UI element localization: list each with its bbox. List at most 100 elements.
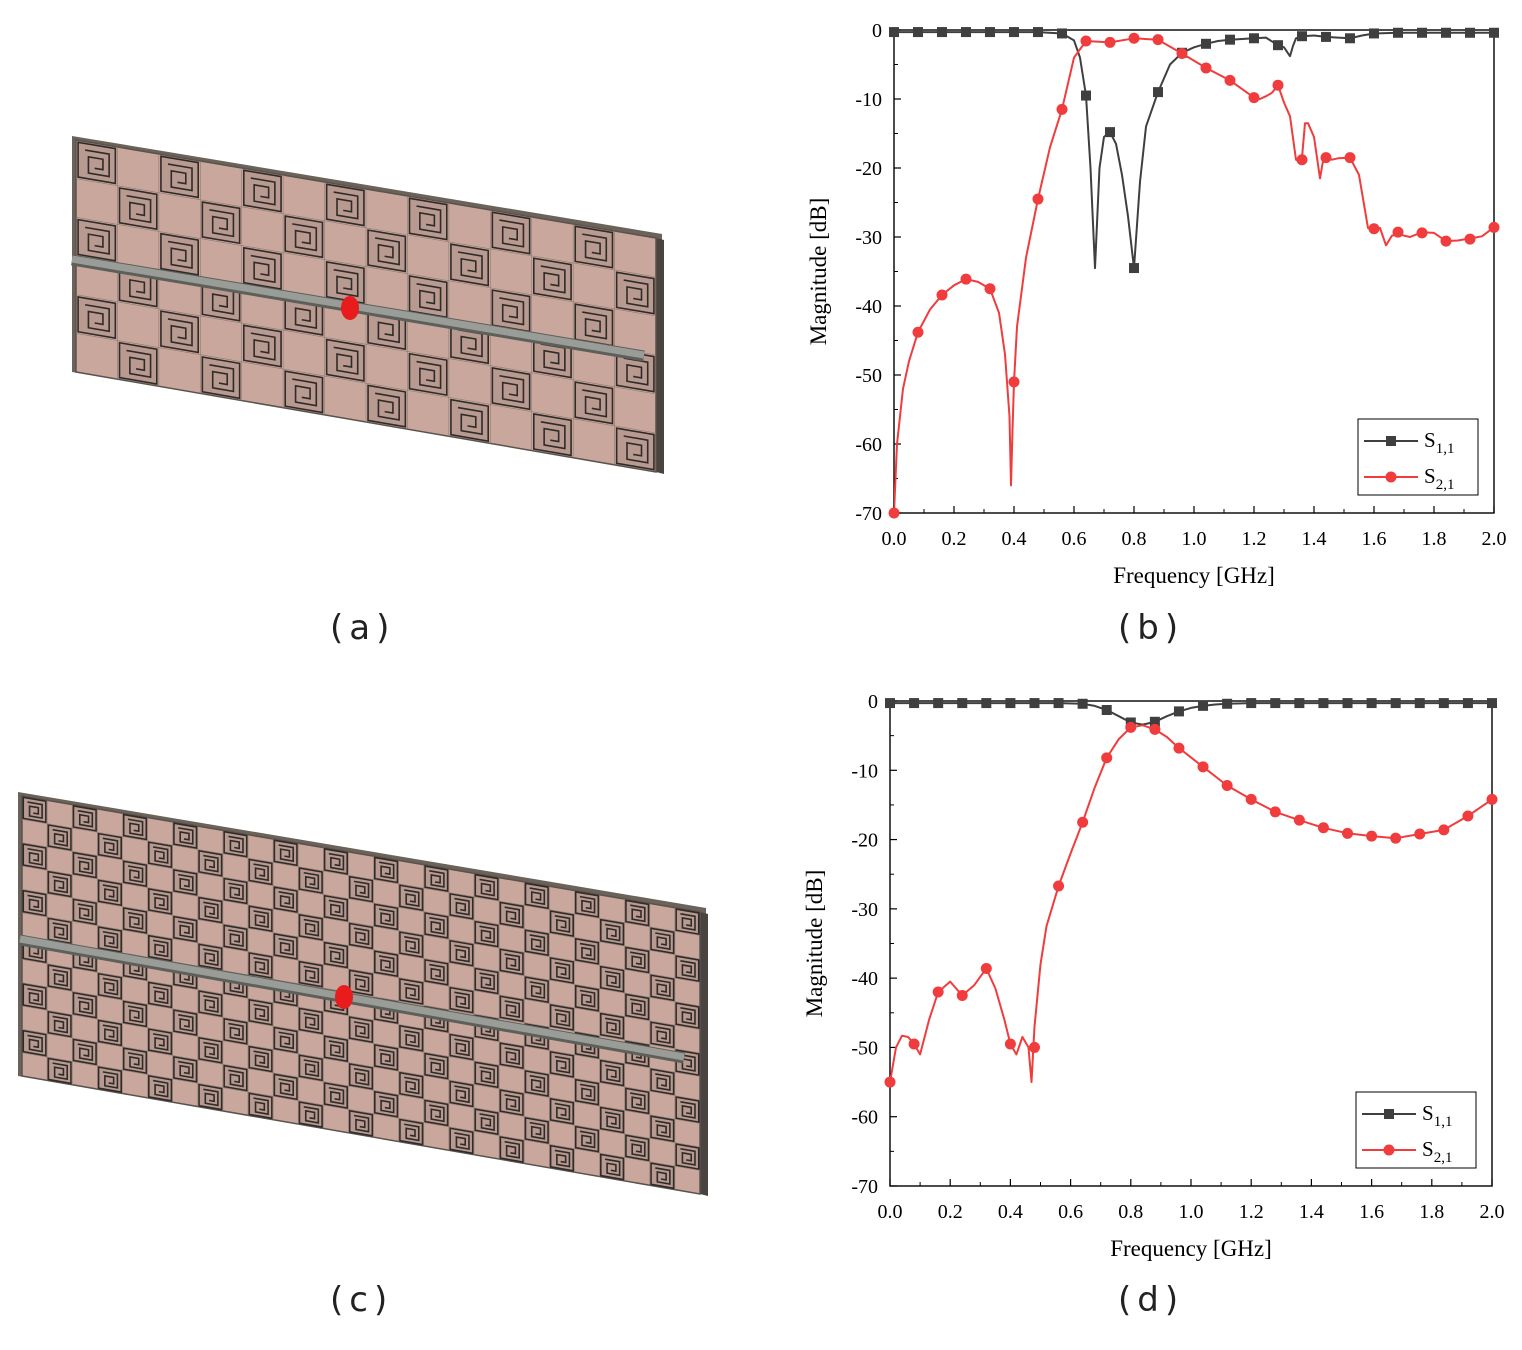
spiral-unit-cell [72, 991, 97, 1019]
series-line-s11 [890, 702, 1492, 726]
spiral-unit-cell [650, 1115, 675, 1143]
antenna-board-c [18, 792, 708, 1196]
marker-s21 [1152, 34, 1164, 46]
y-tick-label: -30 [855, 227, 882, 249]
spiral-unit-cell [450, 398, 490, 443]
spiral-unit-cell [625, 1087, 650, 1115]
spiral-unit-cell [374, 950, 399, 978]
spiral-unit-cell [650, 1021, 675, 1049]
spiral-unit-cell [148, 981, 173, 1009]
spiral-unit-cell [325, 260, 365, 305]
spiral-unit-cell [198, 990, 223, 1017]
marker-s11 [885, 698, 895, 709]
spiral-unit-cell [532, 412, 572, 457]
panel-label-a: (a) [330, 608, 396, 648]
spiral-unit-cell [424, 912, 449, 939]
marker-s11 [1342, 698, 1353, 709]
x-tick-label: 1.2 [1242, 528, 1267, 550]
spiral-unit-cell [242, 324, 282, 368]
marker-s11 [1201, 38, 1211, 49]
x-tick-label: 0.8 [1118, 1201, 1143, 1223]
spiral-unit-cell [72, 898, 97, 926]
spiral-unit-cell [408, 352, 448, 397]
spiral-unit-cell [449, 892, 474, 920]
marker-s21 [960, 273, 972, 285]
spiral-unit-cell [524, 976, 549, 1004]
board-side [700, 912, 708, 1196]
spiral-unit-cell [474, 920, 499, 948]
marker-s21 [1390, 832, 1402, 844]
spiral-unit-cell [47, 964, 72, 991]
marker-s11 [1393, 27, 1403, 38]
marker-s11 [1366, 698, 1377, 709]
spiral-unit-cell [408, 275, 448, 319]
spiral-unit-cell [201, 201, 241, 245]
spiral-unit-cell [491, 289, 531, 333]
spiral-unit-cell [72, 805, 97, 832]
marker-s11 [1009, 27, 1019, 38]
marker-s21 [908, 1038, 920, 1050]
marker-s21 [1032, 193, 1044, 205]
marker-s21 [1176, 47, 1188, 59]
legend: S1,1S2,1 [1357, 418, 1479, 496]
spiral-unit-cell [47, 917, 72, 945]
spiral-unit-cell [449, 1033, 474, 1061]
spiral-unit-cell [284, 370, 324, 414]
marker-s11 [909, 698, 920, 709]
marker-s21 [1416, 227, 1428, 239]
spiral-unit-cell [223, 1064, 248, 1092]
spiral-unit-cell [499, 948, 524, 976]
spiral-unit-cell [399, 978, 424, 1005]
x-tick-label: 0.4 [998, 1201, 1023, 1223]
panel-label-c: (c) [330, 1280, 394, 1320]
spiral-unit-cell [374, 856, 399, 884]
spiral-unit-cell [424, 958, 449, 986]
spiral-unit-cell [273, 932, 298, 960]
spiral-unit-cell [574, 890, 600, 918]
spiral-unit-cell [223, 924, 248, 952]
spiral-unit-cell [374, 1090, 399, 1118]
y-tick-label: -50 [855, 365, 882, 387]
marker-s11 [1149, 716, 1160, 727]
spiral-unit-cell [474, 1108, 499, 1136]
marker-s11 [1105, 127, 1115, 138]
spiral-unit-cell [298, 1007, 323, 1035]
marker-s21 [1101, 752, 1113, 764]
spiral-unit-cell [374, 1043, 399, 1071]
spiral-unit-cell [424, 1099, 449, 1127]
marker-s21 [1128, 32, 1140, 44]
spiral-unit-cell [273, 839, 298, 867]
spiral-unit-cell [47, 870, 72, 898]
spiral-unit-cell [499, 901, 524, 929]
spiral-unit-cell [600, 965, 625, 993]
marker-s11 [1077, 698, 1088, 709]
x-tick-label: 1.4 [1302, 528, 1327, 550]
x-axis-label: Frequency [GHz] [1113, 563, 1275, 588]
spiral-unit-cell [600, 1012, 625, 1040]
spiral-unit-cell [650, 1068, 675, 1096]
x-tick-label: 0.0 [878, 1201, 903, 1223]
marker-s21 [1296, 154, 1308, 166]
y-tick-label: -70 [855, 503, 882, 525]
marker-s11 [889, 27, 899, 38]
spiral-unit-cell [625, 993, 650, 1021]
marker-s11 [1225, 34, 1235, 45]
series-line-s21 [894, 37, 1494, 514]
marker-s11 [1249, 33, 1259, 44]
spiral-unit-cell [173, 1009, 198, 1037]
spiral-unit-cell [248, 905, 273, 933]
spiral-unit-cell [323, 1082, 348, 1109]
marker-s11 [1462, 698, 1473, 709]
x-tick-label: 1.8 [1422, 528, 1447, 550]
marker-s21 [980, 962, 992, 974]
spiral-unit-cell [198, 943, 223, 971]
spiral-unit-cell [323, 894, 348, 922]
x-tick-label: 0.2 [942, 528, 967, 550]
legend-marker [1384, 1109, 1394, 1119]
spiral-unit-cell [223, 877, 248, 905]
spiral-unit-cell [524, 929, 549, 957]
spiral-unit-cell [399, 1071, 424, 1099]
spiral-unit-cell [325, 338, 365, 382]
marker-s11 [1369, 28, 1379, 39]
